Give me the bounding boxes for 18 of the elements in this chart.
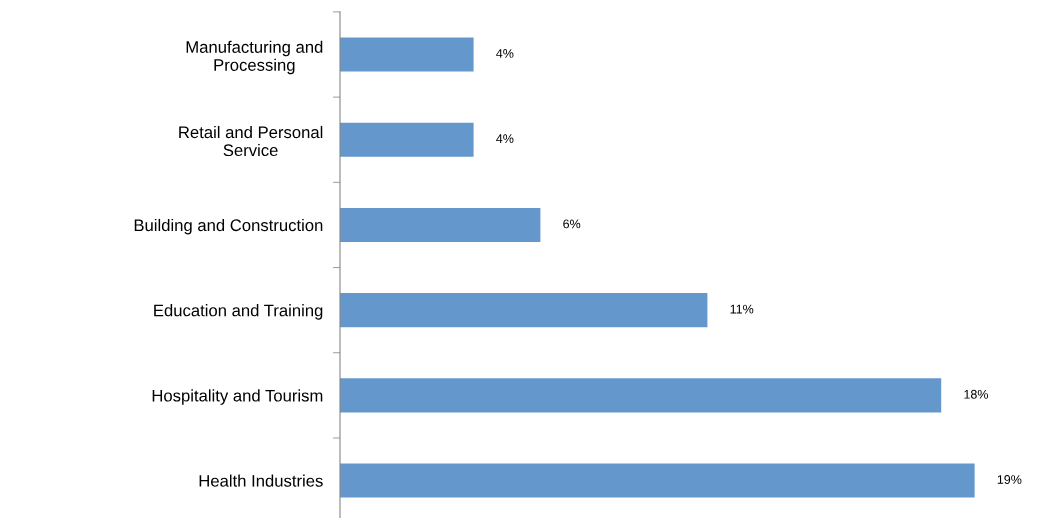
bar: [340, 207, 541, 242]
y-tick-label: Health Industries: [199, 474, 323, 487]
data-label: 4%: [496, 134, 514, 144]
bar: [340, 378, 942, 413]
y-tick-label: Building and Construction: [134, 218, 323, 235]
bar: [340, 122, 474, 157]
bar: [340, 37, 474, 72]
data-label: 19%: [997, 475, 1022, 484]
data-label: 6%: [563, 219, 581, 229]
data-label: 18%: [964, 389, 989, 399]
bar: [340, 463, 975, 498]
y-tick-label: Education and Training: [154, 304, 323, 320]
data-label: 11%: [730, 304, 754, 314]
y-tick-label: Retail and Personal Service: [179, 125, 323, 157]
bar: [340, 293, 708, 328]
data-label: 4%: [496, 49, 514, 58]
y-tick-label: Hospitality and Tourism: [152, 389, 323, 405]
y-tick-label: Manufacturing and Processing: [186, 40, 323, 75]
